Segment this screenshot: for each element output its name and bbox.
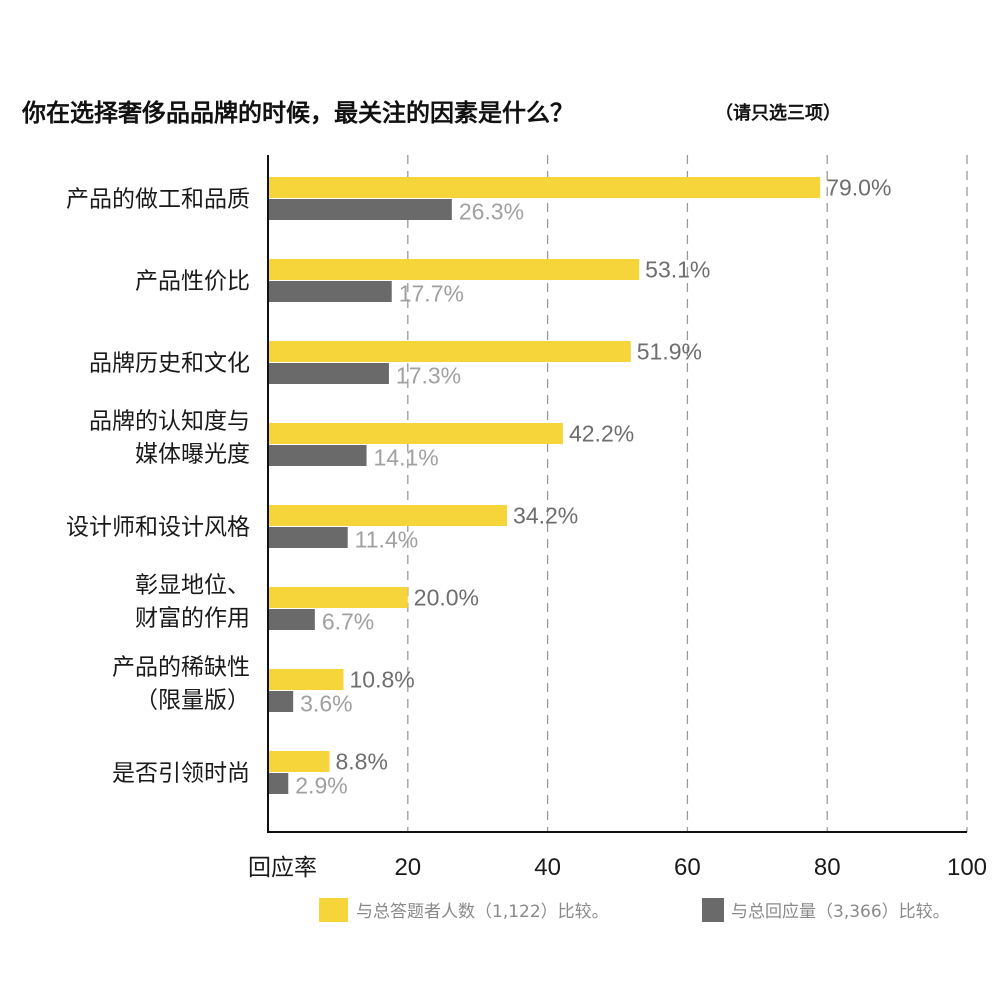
data-label-secondary: 14.1% xyxy=(374,445,439,471)
bar-secondary xyxy=(268,773,289,794)
category-labels: 产品的做工和品质产品性价比品牌历史和文化品牌的认知度与媒体曝光度设计师和设计风格… xyxy=(66,187,250,787)
bar-secondary xyxy=(268,609,315,630)
legend-label-primary: 与总答题者人数（1,122）比较。 xyxy=(356,902,609,922)
data-label-secondary: 17.7% xyxy=(399,281,464,307)
legend-swatch-primary xyxy=(319,898,348,922)
legend: 与总答题者人数（1,122）比较。 与总回应量（3,366）比较。 xyxy=(319,898,950,922)
bar-primary xyxy=(268,259,640,280)
x-tick-label: 40 xyxy=(534,854,561,881)
data-label-primary: 20.0% xyxy=(414,585,479,611)
bar-primary xyxy=(268,505,508,526)
legend-swatch-secondary xyxy=(702,898,724,922)
bar-primary xyxy=(268,423,563,444)
data-label-secondary: 6.7% xyxy=(322,609,374,635)
data-label-primary: 42.2% xyxy=(569,421,634,447)
bar-secondary xyxy=(268,281,392,302)
category-label: 财富的作用 xyxy=(135,606,250,632)
bar-secondary xyxy=(268,527,348,548)
x-axis-title: 回应率 xyxy=(248,855,317,881)
data-label-primary: 51.9% xyxy=(637,339,702,365)
bar-secondary xyxy=(268,363,389,384)
x-tick-label: 60 xyxy=(674,854,701,881)
chart-subtitle: （请只选三项） xyxy=(715,103,841,124)
data-label-primary: 79.0% xyxy=(826,175,891,201)
category-label: 产品的做工和品质 xyxy=(66,187,250,213)
data-labels: 79.0% 26.3% 53.1% 17.7% 51.9% 17.3% 42.2% 14.1%… xyxy=(295,175,891,799)
chart-title: 你在选择奢侈品品牌的时候，最关注的因素是什么？ xyxy=(21,99,574,127)
bar-primary xyxy=(268,587,408,608)
bar-primary xyxy=(268,177,821,198)
category-label: 设计师和设计风格 xyxy=(66,515,250,541)
bar-secondary xyxy=(268,199,452,220)
x-tick-label: 100 xyxy=(947,854,987,881)
data-label-secondary: 3.6% xyxy=(300,691,352,717)
bars xyxy=(268,177,821,794)
bar-primary xyxy=(268,751,330,772)
category-label: 是否引领时尚 xyxy=(112,761,250,787)
x-tick-label: 80 xyxy=(814,854,841,881)
category-label: （限量版） xyxy=(135,688,250,714)
data-label-secondary: 17.3% xyxy=(396,363,461,389)
bar-secondary xyxy=(268,691,294,712)
bar-primary xyxy=(268,341,631,362)
category-label: 品牌的认知度与 xyxy=(89,409,250,435)
bar-secondary xyxy=(268,445,367,466)
data-label-secondary: 11.4% xyxy=(355,527,419,553)
category-label: 彰显地位、 xyxy=(135,573,250,599)
data-label-primary: 10.8% xyxy=(349,667,414,693)
legend-label-secondary: 与总回应量（3,366）比较。 xyxy=(731,902,950,922)
x-tick-label: 20 xyxy=(394,854,421,881)
axes: 20 40 60 80 100 回应率 xyxy=(248,155,987,881)
category-label: 媒体曝光度 xyxy=(135,442,250,468)
category-label: 产品性价比 xyxy=(135,269,250,295)
data-label-primary: 53.1% xyxy=(645,257,710,283)
data-label-primary: 34.2% xyxy=(513,503,578,529)
data-label-primary: 8.8% xyxy=(336,749,388,775)
data-label-secondary: 26.3% xyxy=(459,199,524,225)
category-label: 品牌历史和文化 xyxy=(89,351,250,377)
category-label: 产品的稀缺性 xyxy=(112,655,250,681)
bar-primary xyxy=(268,669,344,690)
data-label-secondary: 2.9% xyxy=(295,773,347,799)
